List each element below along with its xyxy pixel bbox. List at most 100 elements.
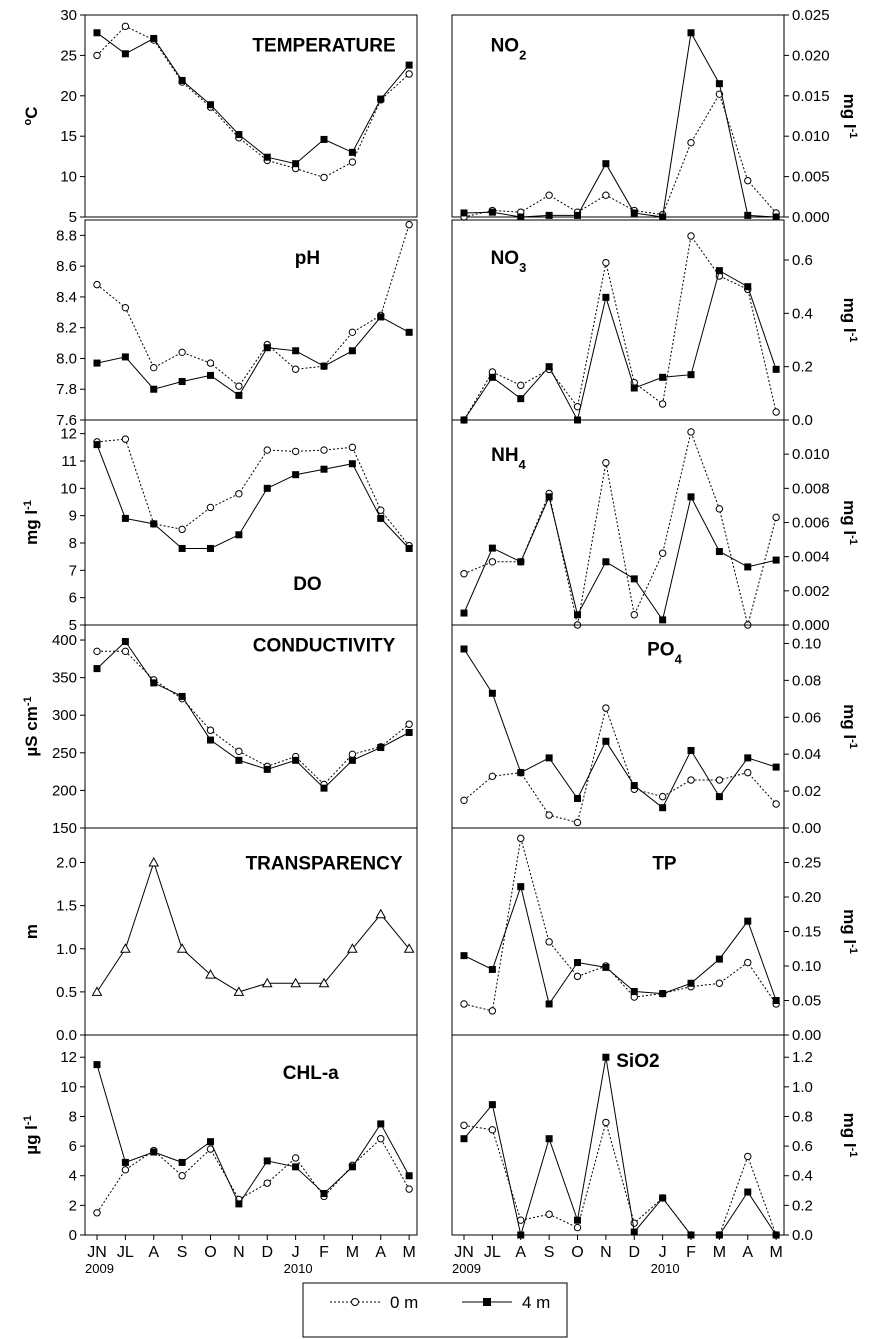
y-tick-label: 0.2	[792, 359, 813, 376]
data-point	[348, 347, 356, 355]
data-point	[261, 977, 273, 988]
data-point	[235, 531, 243, 539]
data-point	[292, 347, 300, 355]
panel-title: TRANSPARENCY	[246, 853, 403, 874]
series-line	[463, 1120, 777, 1236]
y-tick-label: 12	[60, 1049, 77, 1066]
data-point	[178, 692, 186, 700]
y-tick-label: 6	[69, 590, 77, 607]
data-point	[630, 782, 638, 790]
data-point	[207, 371, 215, 379]
data-point	[488, 1007, 497, 1015]
y-tick-label: 0.0	[792, 412, 813, 429]
series-0-m	[93, 647, 413, 789]
x-tick-label: M	[769, 1244, 782, 1261]
panel-title: SiO2	[616, 1051, 659, 1072]
data-point	[460, 209, 468, 217]
series-line	[463, 234, 777, 421]
y-tick-label: 150	[52, 820, 77, 837]
data-point	[573, 818, 582, 827]
data-point	[93, 665, 101, 673]
y-tick-label: 0.25	[792, 855, 821, 872]
data-point	[405, 70, 413, 78]
panel-frame	[84, 419, 418, 626]
data-point	[93, 1061, 101, 1069]
data-point	[602, 459, 610, 467]
data-point	[263, 446, 271, 454]
series-line	[96, 25, 410, 178]
data-point	[602, 258, 610, 267]
year-label: 2009	[85, 1261, 114, 1276]
data-point	[121, 50, 129, 58]
series-4-m	[93, 313, 413, 399]
y-tick-label: 12	[60, 426, 77, 443]
data-point	[178, 76, 186, 84]
data-point	[207, 101, 215, 109]
data-point	[517, 213, 525, 221]
x-tick-label: N	[600, 1244, 612, 1261]
data-point	[375, 908, 387, 919]
y-tick-label: 0.4	[792, 1168, 813, 1185]
data-point	[687, 232, 695, 240]
data-point	[292, 1163, 300, 1171]
data-point	[207, 1138, 215, 1146]
data-point	[545, 811, 553, 819]
data-point	[348, 756, 356, 764]
data-point	[263, 765, 271, 773]
y-tick-label: 1.5	[56, 898, 77, 915]
data-point	[291, 447, 300, 456]
data-point	[93, 280, 101, 289]
data-point	[405, 220, 413, 229]
data-point	[377, 1135, 385, 1143]
year-label: 2009	[452, 1261, 481, 1276]
data-point	[405, 720, 413, 728]
data-point	[658, 400, 667, 408]
data-point	[715, 267, 723, 275]
series-0-m	[460, 834, 780, 1015]
y-tick-label: 0.4	[792, 305, 813, 322]
data-point	[517, 395, 525, 403]
data-point	[377, 744, 385, 752]
data-point	[602, 293, 610, 301]
data-point	[93, 359, 101, 367]
data-point	[320, 446, 328, 454]
y-axis-label: oC	[22, 106, 41, 125]
panel-conductivity: 150 200 250 300 350 400 µS cm-1 CONDUCTIVITY	[22, 624, 418, 837]
y-axis-label: m	[22, 924, 41, 939]
y-tick-label: 5	[69, 617, 77, 634]
data-point	[659, 1194, 667, 1202]
y-tick-label: 11	[61, 453, 77, 470]
data-point	[178, 378, 186, 386]
data-point	[150, 1148, 158, 1156]
data-point	[403, 943, 415, 953]
data-point	[405, 729, 413, 737]
panel-title: CHL-a	[283, 1063, 339, 1084]
data-point	[235, 747, 243, 756]
y-tick-label: 400	[52, 632, 77, 649]
panel-title: NO2	[491, 35, 527, 62]
y-tick-label: 0.008	[792, 480, 830, 497]
data-point	[574, 1216, 582, 1224]
y-tick-label: 0.025	[792, 7, 830, 24]
data-point	[377, 95, 385, 103]
y-tick-label: 8.6	[56, 258, 77, 275]
data-point	[630, 611, 638, 619]
y-tick-label: 0.08	[792, 672, 821, 689]
data-point	[687, 776, 695, 784]
series-line	[96, 224, 410, 387]
data-point	[602, 160, 610, 168]
data-point	[405, 1185, 413, 1193]
y-axis-label: µg l-1	[22, 1115, 41, 1154]
data-point	[348, 158, 357, 166]
data-point	[405, 61, 413, 69]
legend-marker-4m	[483, 1298, 491, 1306]
data-point	[715, 793, 723, 801]
x-tick-label: F	[319, 1244, 329, 1261]
data-point	[235, 756, 243, 764]
series-4-m	[460, 493, 780, 624]
data-point	[93, 1209, 101, 1217]
y-tick-label: 0	[69, 1227, 77, 1244]
series-4-m	[460, 267, 780, 424]
data-point	[602, 704, 610, 712]
data-point	[715, 505, 724, 513]
